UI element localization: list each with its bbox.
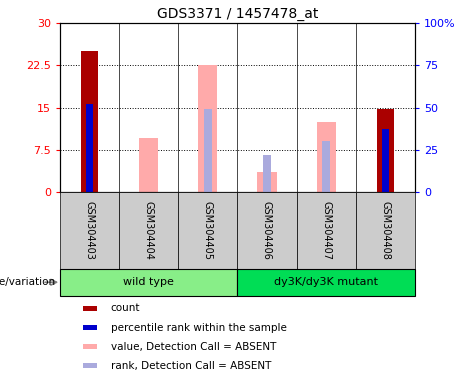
Bar <box>83 325 97 330</box>
Bar <box>86 104 93 192</box>
Text: GSM304407: GSM304407 <box>321 201 331 260</box>
Bar <box>382 129 389 192</box>
Text: GSM304406: GSM304406 <box>262 201 272 260</box>
Text: wild type: wild type <box>123 277 174 287</box>
Text: rank, Detection Call = ABSENT: rank, Detection Call = ABSENT <box>111 361 271 371</box>
Bar <box>119 192 178 269</box>
Text: percentile rank within the sample: percentile rank within the sample <box>111 323 287 333</box>
Text: value, Detection Call = ABSENT: value, Detection Call = ABSENT <box>111 342 276 352</box>
Bar <box>139 139 158 192</box>
Text: GSM304404: GSM304404 <box>144 201 154 260</box>
Text: GSM304403: GSM304403 <box>84 201 95 260</box>
Bar <box>198 65 218 192</box>
Bar <box>83 363 97 368</box>
Bar <box>296 192 356 269</box>
Bar <box>204 109 212 192</box>
Bar <box>81 51 98 192</box>
Bar <box>257 172 277 192</box>
Text: genotype/variation: genotype/variation <box>0 277 55 287</box>
Title: GDS3371 / 1457478_at: GDS3371 / 1457478_at <box>157 7 318 21</box>
Bar <box>356 192 415 269</box>
Bar <box>83 344 97 349</box>
Bar <box>237 192 296 269</box>
Bar <box>60 192 119 269</box>
Bar <box>377 109 394 192</box>
Bar <box>317 122 336 192</box>
Bar <box>60 269 237 296</box>
Text: dy3K/dy3K mutant: dy3K/dy3K mutant <box>274 277 378 287</box>
Bar <box>83 306 97 311</box>
Bar <box>322 141 330 192</box>
Text: count: count <box>111 303 140 313</box>
Text: GSM304408: GSM304408 <box>380 201 390 260</box>
Text: GSM304405: GSM304405 <box>203 201 213 260</box>
Bar <box>263 155 271 192</box>
Bar <box>237 269 415 296</box>
Bar <box>178 192 237 269</box>
